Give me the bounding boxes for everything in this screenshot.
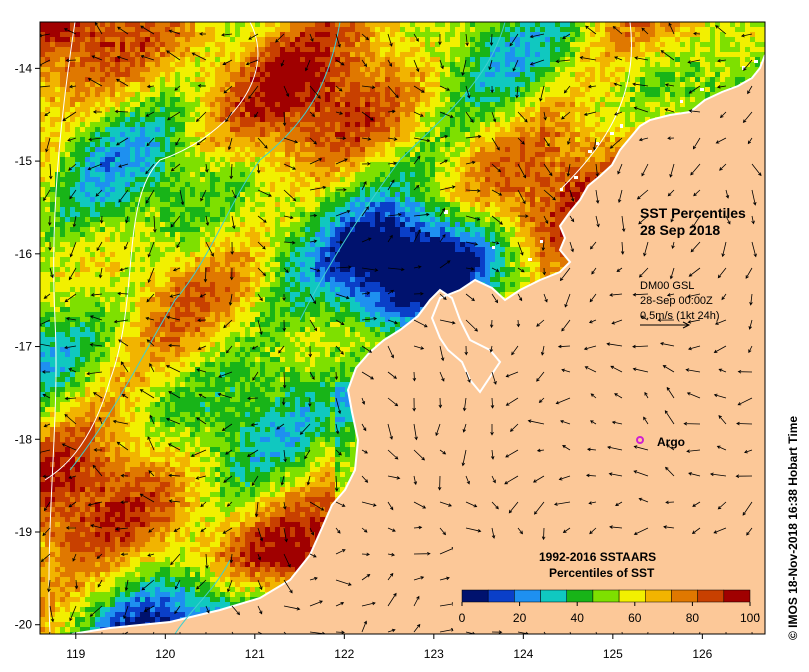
- title-line-2: 28 Sep 2018: [640, 222, 720, 238]
- plot-area: [40, 22, 765, 634]
- y-tick-label: -17: [15, 340, 33, 354]
- y-tick-label: -20: [15, 618, 33, 632]
- legend-tick-label: 40: [571, 611, 585, 625]
- argo-float-icon: [636, 436, 644, 444]
- legend-tick-labels: 0 20 40 60 80 100: [459, 602, 760, 625]
- legend-tick-label: 60: [628, 611, 642, 625]
- y-tick-label: -16: [15, 247, 33, 261]
- x-tick-label: 122: [334, 647, 354, 661]
- x-tick-label: 119: [66, 647, 85, 661]
- x-tick-label: 121: [245, 647, 265, 661]
- island-clusters: [444, 60, 758, 261]
- legend: 1992-2016 SSTAARS Percentiles of SST 0 20…: [453, 540, 760, 630]
- y-tick-label: -14: [15, 61, 33, 75]
- x-tick-label: 126: [692, 647, 712, 661]
- legend-swatch: [723, 589, 751, 603]
- x-tick-label: 125: [603, 647, 623, 661]
- legend-tick-label: 100: [740, 611, 760, 625]
- credit-text: © IMOS 18-Nov-2018 16:38 Hobart Time: [786, 416, 800, 640]
- legend-swatch: [514, 589, 541, 603]
- legend-colorbar: [461, 589, 751, 603]
- legend-title-line-2: Percentiles of SST: [549, 566, 655, 580]
- argo-label: Argo: [657, 435, 685, 449]
- plot-frame: [39, 21, 766, 635]
- current-time-label: 28-Sep 00:00Z: [640, 295, 713, 307]
- current-info-block: DM00 GSL 28-Sep 00:00Z 0.5m/s (1kt 24h): [640, 280, 719, 329]
- coastline: [71, 54, 765, 634]
- y-axis: -14 -15 -16 -17 -18 -19 -20: [15, 61, 40, 632]
- legend-swatch: [697, 589, 725, 603]
- legend-swatch: [461, 589, 489, 603]
- x-tick-label: 120: [155, 647, 175, 661]
- land-polygon: [72, 22, 765, 634]
- legend-swatch: [566, 589, 594, 603]
- title-block: SST Percentiles 28 Sep 2018: [640, 205, 746, 238]
- y-tick-label: -19: [15, 525, 33, 539]
- argo-marker: Argo: [636, 435, 685, 449]
- current-model-label: DM00 GSL: [640, 280, 694, 292]
- legend-swatch: [592, 589, 620, 603]
- current-scale-label: 0.5m/s (1kt 24h): [640, 310, 719, 322]
- legend-tick-label: 20: [513, 611, 527, 625]
- isobath-contours: [44, 22, 632, 634]
- legend-swatch: [487, 589, 515, 603]
- title-line-1: SST Percentiles: [640, 205, 746, 221]
- y-tick-label: -18: [15, 432, 33, 446]
- y-tick-label: -15: [15, 154, 33, 168]
- legend-swatch: [671, 589, 698, 603]
- legend-tick-label: 0: [459, 611, 466, 625]
- x-tick-label: 124: [513, 647, 533, 661]
- legend-title-line-1: 1992-2016 SSTAARS: [539, 550, 656, 564]
- legend-tick-label: 80: [686, 611, 700, 625]
- legend-background: [453, 540, 758, 630]
- x-axis: 119 120 121 122 123 124 125 126: [66, 634, 713, 661]
- legend-swatch: [645, 589, 672, 603]
- x-tick-label: 123: [424, 647, 444, 661]
- legend-swatch: [618, 589, 646, 603]
- scale-arrow-icon: [640, 321, 691, 329]
- legend-swatch: [540, 589, 567, 603]
